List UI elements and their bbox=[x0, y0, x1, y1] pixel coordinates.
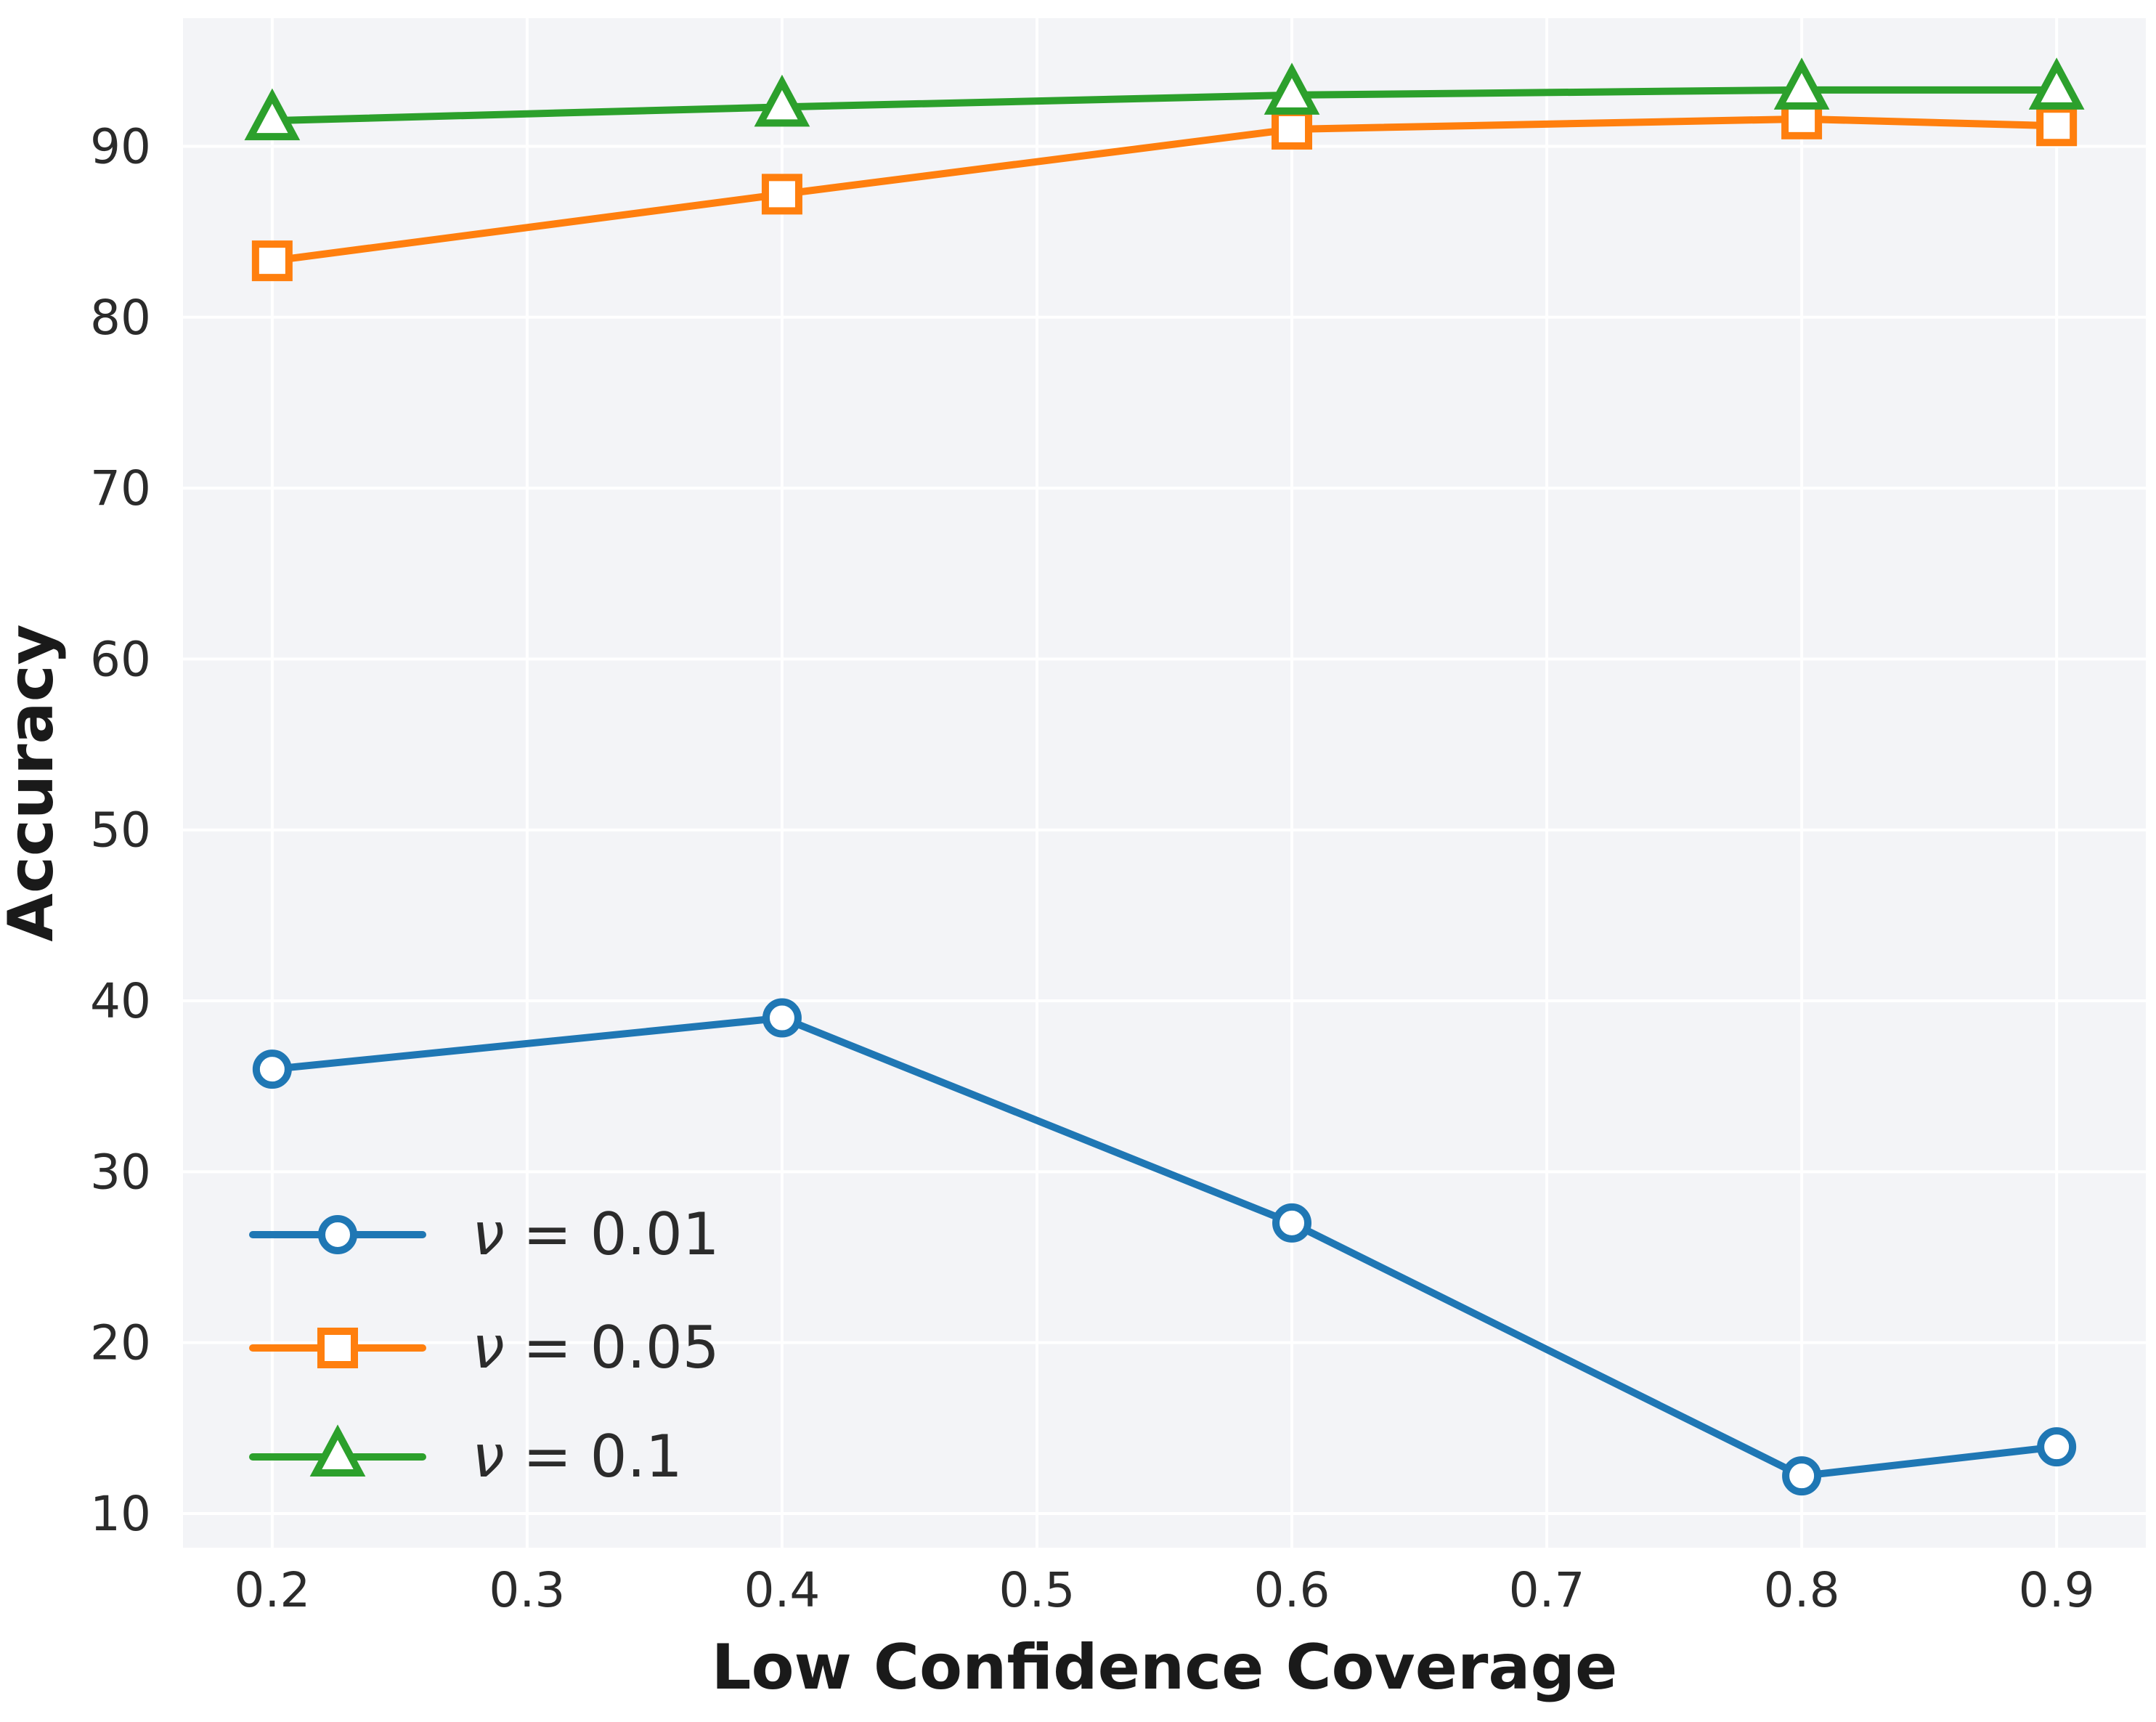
y-tick-label: 90 bbox=[90, 118, 151, 174]
x-tick-label: 0.8 bbox=[1764, 1562, 1840, 1618]
legend-label: ν = 0.05 bbox=[472, 1314, 720, 1381]
series-nu-0.05 bbox=[251, 98, 2078, 282]
legend-item-nu-0.05: ν = 0.05 bbox=[249, 1314, 720, 1381]
y-tick-label: 40 bbox=[90, 973, 151, 1029]
tick-labels: 10 20 30 40 50 60 70 80 90 0.2 0.3 0.4 0.5 0.6 0.7 0.8 0… bbox=[90, 118, 2095, 1618]
data-point-marker-triangle bbox=[309, 1424, 366, 1477]
data-point-marker-triangle bbox=[754, 74, 810, 127]
plot-area bbox=[183, 18, 2146, 1548]
x-tick-label: 0.2 bbox=[234, 1562, 310, 1618]
x-tick-label: 0.6 bbox=[1254, 1562, 1330, 1618]
legend-item-nu-0.1: ν = 0.1 bbox=[249, 1423, 683, 1490]
legend: ν = 0.01 ν = 0.05 ν = 0.1 bbox=[249, 1201, 720, 1490]
data-point-marker-triangle bbox=[1773, 57, 1830, 110]
x-tick-label: 0.5 bbox=[998, 1562, 1075, 1618]
legend-label: ν = 0.01 bbox=[472, 1201, 720, 1268]
x-tick-label: 0.9 bbox=[2019, 1562, 2095, 1618]
data-point-marker-square bbox=[2036, 105, 2078, 147]
y-tick-label: 20 bbox=[90, 1315, 151, 1371]
data-point-marker-circle bbox=[2037, 1427, 2077, 1467]
x-axis-label: Low Confidence Coverage bbox=[712, 1631, 1618, 1704]
series-nu-0.01 bbox=[252, 998, 2077, 1496]
data-point-marker-triangle bbox=[1264, 62, 1320, 115]
y-tick-label: 70 bbox=[90, 460, 151, 516]
data-point-marker-circle bbox=[762, 998, 802, 1038]
data-point-marker-circle bbox=[318, 1215, 357, 1254]
data-point-marker-triangle bbox=[244, 88, 301, 141]
legend-item-nu-0.01: ν = 0.01 bbox=[249, 1201, 720, 1268]
x-tick-label: 0.3 bbox=[489, 1562, 565, 1618]
data-point-marker-circle bbox=[252, 1049, 292, 1089]
data-point-marker-square bbox=[761, 174, 802, 215]
y-tick-label: 10 bbox=[90, 1486, 151, 1542]
series-nu-0.1 bbox=[244, 57, 2085, 141]
y-axis-label: Accuracy bbox=[0, 624, 68, 941]
y-tick-label: 30 bbox=[90, 1144, 151, 1200]
data-point-marker-circle bbox=[1782, 1456, 1822, 1496]
y-tick-label: 50 bbox=[90, 803, 151, 858]
data-point-marker-square bbox=[1272, 108, 1313, 150]
x-tick-label: 0.4 bbox=[744, 1562, 820, 1618]
data-point-marker-triangle bbox=[2028, 57, 2085, 110]
data-point-marker-circle bbox=[1272, 1203, 1312, 1243]
legend-label: ν = 0.1 bbox=[472, 1423, 683, 1490]
x-tick-label: 0.7 bbox=[1509, 1562, 1585, 1618]
data-point-marker-square bbox=[251, 240, 293, 282]
y-tick-label: 80 bbox=[90, 290, 151, 346]
y-tick-label: 60 bbox=[90, 631, 151, 687]
data-point-marker-square bbox=[317, 1328, 358, 1368]
